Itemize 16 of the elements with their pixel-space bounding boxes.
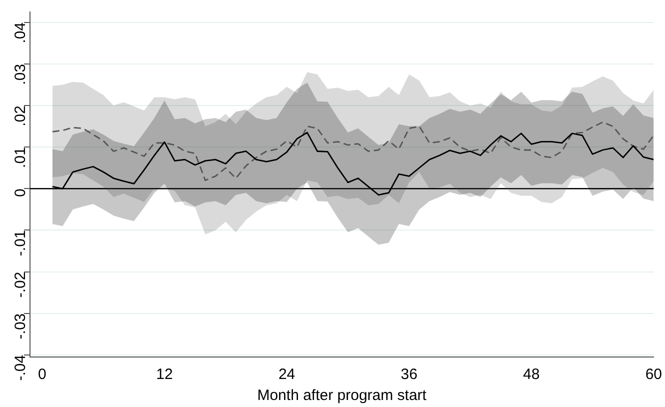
y-tick-label: .01 <box>12 147 30 168</box>
y-tick-label: -.04 <box>12 354 30 381</box>
y-tick-label: .02 <box>12 106 30 126</box>
y-tick-label: -.02 <box>12 272 30 298</box>
y-tick-label: .04 <box>12 22 30 44</box>
x-tick-label: 24 <box>278 366 296 384</box>
x-axis-title: Month after program start <box>257 387 428 404</box>
x-tick-label: 0 <box>38 366 46 384</box>
x-tick-label: 12 <box>156 366 173 384</box>
y-tick-label: .03 <box>12 64 30 85</box>
y-tick-label: 0 <box>12 188 30 197</box>
y-tick-label: -.03 <box>12 313 30 340</box>
x-tick-label: 36 <box>400 366 418 384</box>
y-tick-label: -.01 <box>12 230 30 256</box>
x-tick-label: 48 <box>523 366 540 384</box>
x-tick-label: 60 <box>645 366 662 384</box>
